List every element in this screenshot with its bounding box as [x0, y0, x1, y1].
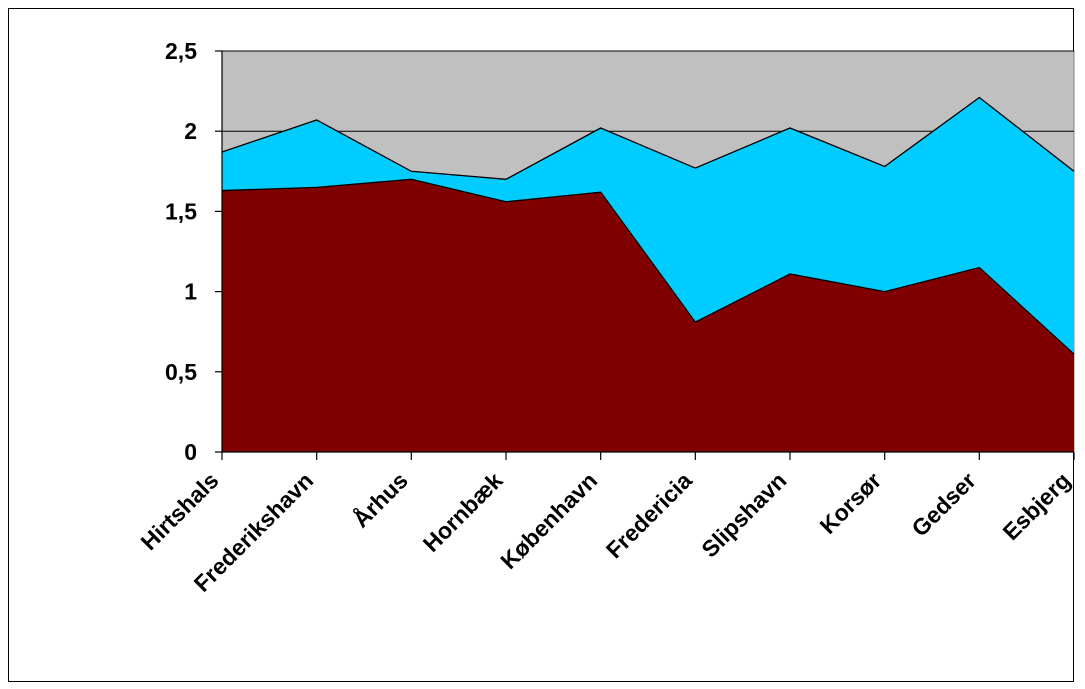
x-tick-label: Esbjerg: [997, 467, 1075, 545]
y-axis-tick-labels: 0 0,5 1 1,5 2 2,5: [165, 38, 197, 465]
x-tick-label: Hirtshals: [136, 467, 224, 555]
y-tick-label: 2: [184, 118, 197, 144]
axes: [215, 50, 1075, 460]
x-tick-label: København: [495, 467, 602, 574]
x-tick-label: Korsør: [814, 467, 886, 539]
series-layer: [221, 96, 1075, 453]
x-tick-label: Fredericia: [601, 467, 697, 563]
y-tick-label: 1,5: [165, 198, 197, 224]
y-tick-label: 2,5: [165, 38, 197, 64]
x-tick-label: Hornbæk: [418, 467, 508, 557]
x-tick-label: Århus: [347, 466, 413, 532]
series-2-area: [222, 179, 1074, 452]
y-tick-label: 0,5: [165, 359, 197, 385]
y-tick-label: 0: [184, 439, 197, 465]
x-tick-label: Gedser: [906, 467, 980, 541]
x-tick-label: Slipshavn: [696, 467, 791, 562]
series-2-line: [221, 178, 1075, 355]
series-1-line: [221, 96, 1075, 180]
y-tick-label: 1: [184, 279, 197, 305]
